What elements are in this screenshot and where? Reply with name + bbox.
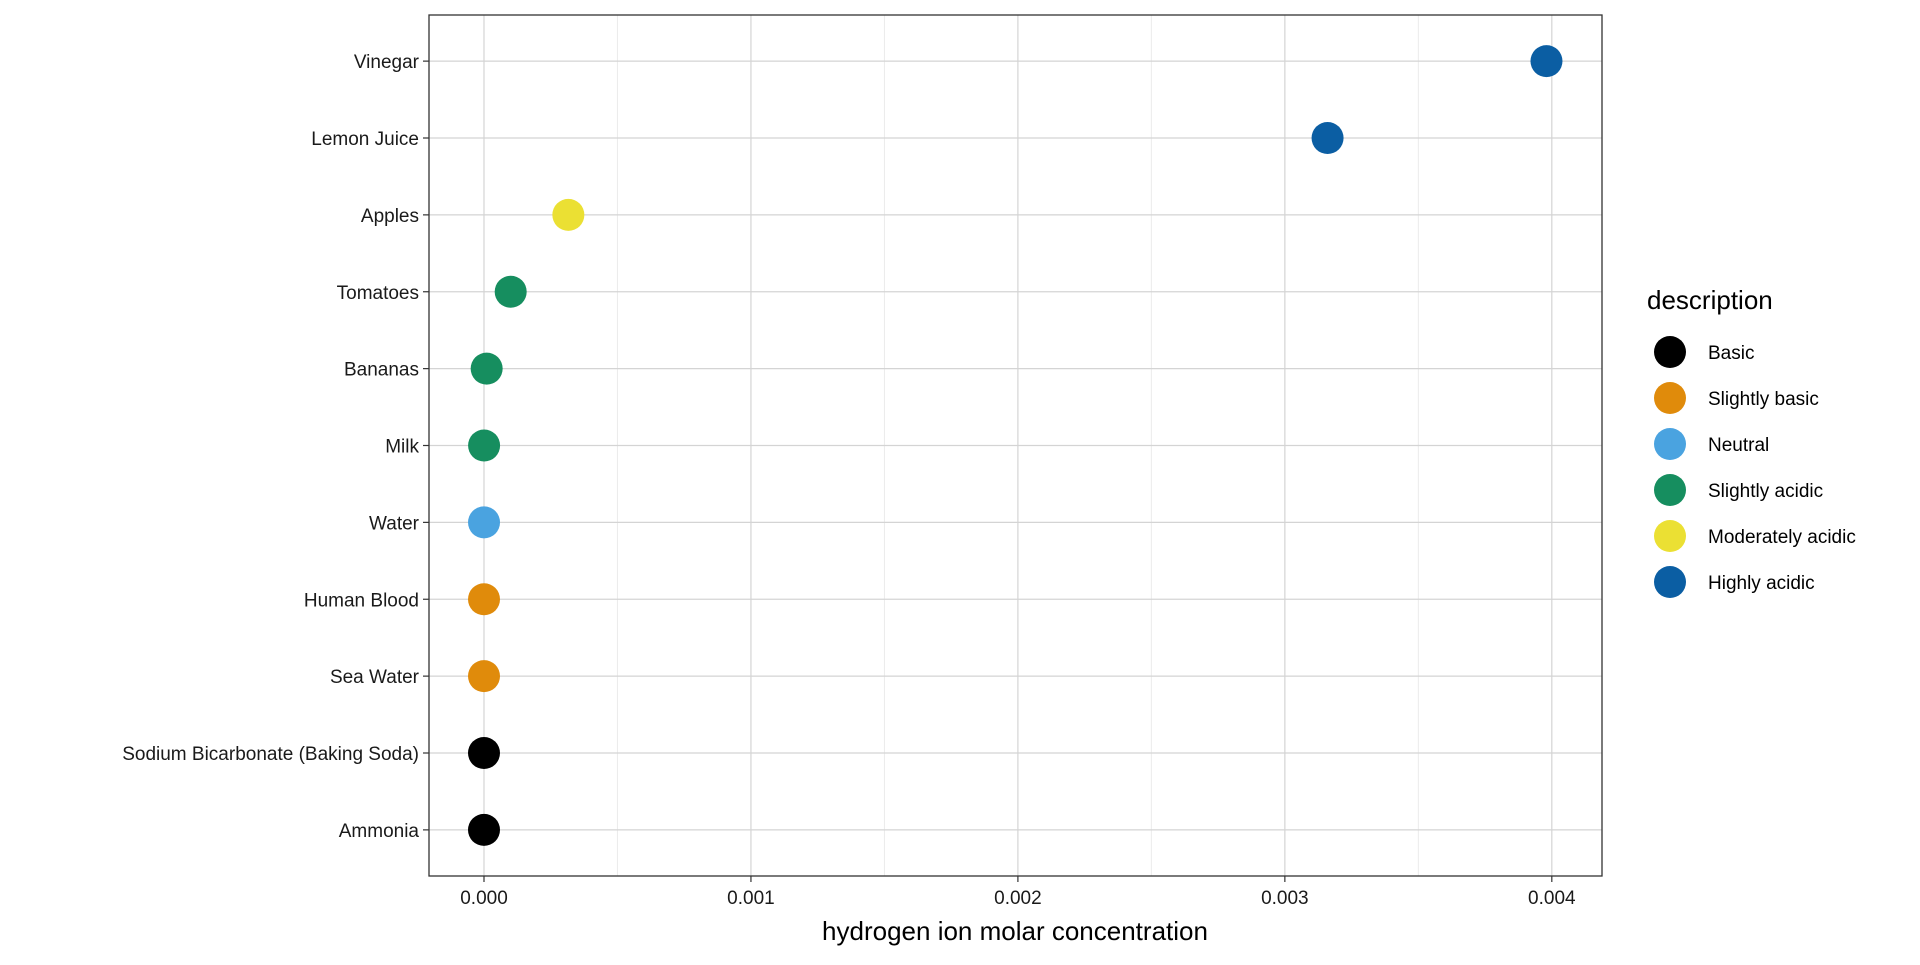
legend-title: description	[1647, 285, 1773, 315]
grid	[429, 15, 1602, 876]
data-point	[1530, 45, 1563, 78]
y-tick-label: Human Blood	[304, 590, 419, 611]
y-tick-label: Apples	[361, 206, 419, 227]
legend-label: Slightly basic	[1708, 389, 1819, 410]
data-point	[468, 429, 501, 462]
data-point	[552, 198, 585, 231]
legend-label: Neutral	[1708, 435, 1769, 456]
legend-label: Highly acidic	[1708, 573, 1815, 594]
y-tick-label: Vinegar	[354, 52, 420, 73]
data-point	[467, 813, 500, 846]
x-tick-label: 0.003	[1261, 888, 1309, 909]
data-point	[468, 506, 501, 539]
data-point	[468, 583, 501, 616]
points	[467, 45, 1563, 846]
y-tick-label: Sodium Bicarbonate (Baking Soda)	[122, 744, 419, 765]
y-tick-label: Ammonia	[339, 821, 420, 842]
x-tick-label: 0.004	[1528, 888, 1576, 909]
y-axis: Ammonia Sodium Bicarbonate (Baking Soda) S…	[122, 52, 429, 842]
legend-key	[1654, 336, 1686, 368]
y-tick-label: Sea Water	[330, 667, 420, 688]
legend-key	[1654, 566, 1686, 598]
data-point	[470, 352, 503, 385]
x-axis: 0.000 0.001 0.002 0.003 0.004	[460, 876, 1576, 909]
legend-key	[1654, 520, 1686, 552]
legend-key	[1654, 428, 1686, 460]
legend: description Basic Slightly basic Neutral Sl…	[1647, 285, 1856, 598]
data-point	[1311, 122, 1344, 154]
legend-label: Slightly acidic	[1708, 481, 1823, 502]
legend-key	[1654, 474, 1686, 506]
x-tick-label: 0.002	[994, 888, 1042, 909]
legend-label: Basic	[1708, 343, 1754, 364]
data-point	[494, 275, 527, 308]
y-tick-label: Water	[369, 513, 420, 534]
data-point	[467, 660, 500, 693]
y-tick-label: Bananas	[344, 360, 419, 381]
x-tick-label: 0.001	[727, 888, 775, 909]
data-point	[467, 737, 500, 769]
y-tick-label: Milk	[385, 437, 419, 458]
legend-key	[1654, 382, 1686, 414]
y-tick-label: Lemon Juice	[311, 129, 419, 150]
y-tick-label: Tomatoes	[337, 283, 419, 304]
x-tick-label: 0.000	[460, 888, 508, 909]
legend-label: Moderately acidic	[1708, 527, 1856, 548]
x-axis-title: hydrogen ion molar concentration	[822, 916, 1208, 946]
